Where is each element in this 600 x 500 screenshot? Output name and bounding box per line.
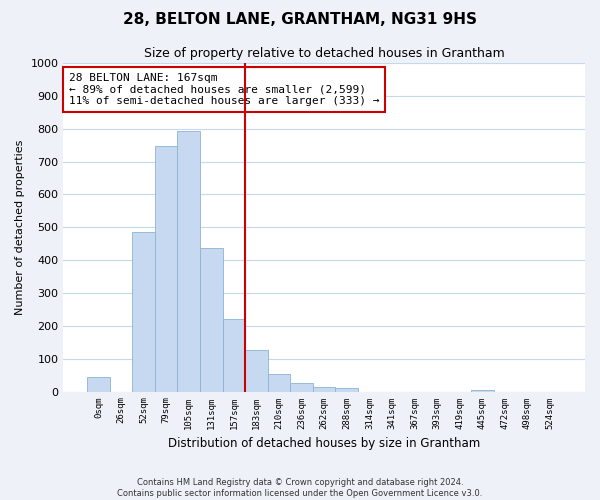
Bar [132, 232, 155, 392]
Bar [155, 146, 178, 392]
Bar [290, 382, 313, 392]
Y-axis label: Number of detached properties: Number of detached properties [15, 140, 25, 315]
Bar [245, 350, 268, 392]
Bar [313, 388, 335, 392]
Bar [268, 374, 290, 392]
Bar [335, 388, 358, 392]
X-axis label: Distribution of detached houses by size in Grantham: Distribution of detached houses by size … [168, 437, 481, 450]
Bar [178, 131, 200, 392]
Bar [223, 320, 245, 392]
Text: Contains HM Land Registry data © Crown copyright and database right 2024.
Contai: Contains HM Land Registry data © Crown c… [118, 478, 482, 498]
Title: Size of property relative to detached houses in Grantham: Size of property relative to detached ho… [144, 48, 505, 60]
Text: 28 BELTON LANE: 167sqm
← 89% of detached houses are smaller (2,599)
11% of semi-: 28 BELTON LANE: 167sqm ← 89% of detached… [68, 73, 379, 106]
Text: 28, BELTON LANE, GRANTHAM, NG31 9HS: 28, BELTON LANE, GRANTHAM, NG31 9HS [123, 12, 477, 28]
Bar [87, 378, 110, 392]
Bar [200, 248, 223, 392]
Bar [471, 390, 494, 392]
